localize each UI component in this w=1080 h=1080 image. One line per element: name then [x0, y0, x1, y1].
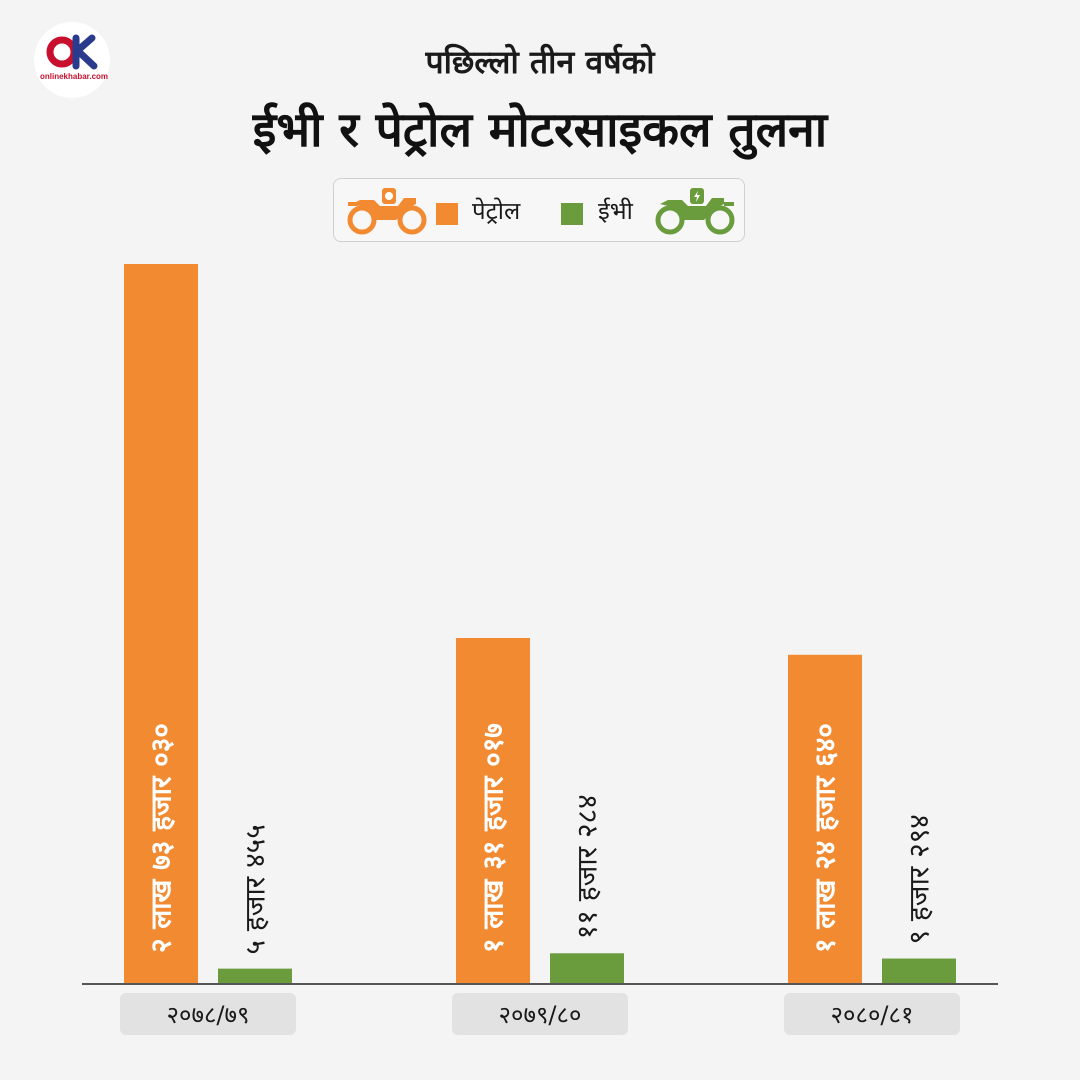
- legend-label-ev: ईभी: [598, 197, 633, 225]
- x-tick-label-3: २०८०/८१: [831, 1001, 914, 1029]
- onlinekhabar-logo: onlinekhabar.com: [34, 22, 110, 98]
- ok-logo-icon: [46, 34, 98, 70]
- chart-title: ईभी र पेट्रोल मोटरसाइकल तुलना: [252, 102, 828, 158]
- petrol-motorcycle-icon: [347, 188, 427, 235]
- ev-data-label-1: ५ हजार ४५५: [239, 824, 272, 954]
- petrol-data-label-2: १ लाख ३१ हजार ०१७: [477, 723, 510, 953]
- legend-swatch-petrol: [436, 203, 458, 225]
- x-tick-label-2: २०७९/८०: [499, 1001, 582, 1029]
- petrol-bar-1: [124, 264, 198, 983]
- category-box-1: [120, 993, 296, 1035]
- petrol-data-label-3: १ लाख २४ हजार ६४०: [809, 723, 842, 953]
- ev-data-label-3: ९ हजार २९४: [903, 814, 936, 944]
- legend-label-petrol: पेट्रोल: [472, 197, 521, 225]
- legend-swatch-ev: [561, 203, 583, 225]
- logo-text: onlinekhabar.com: [40, 72, 109, 81]
- legend: पेट्रोल ईभी: [333, 178, 745, 242]
- ev-bar-2: [550, 953, 624, 983]
- x-tick-label-1: २०७८/७९: [167, 1001, 250, 1029]
- petrol-data-label-1: २ लाख ७३ हजार ०३०: [145, 723, 178, 953]
- chart-subtitle: पछिल्लो तीन वर्षको: [425, 43, 655, 81]
- ev-bar-1: [218, 968, 292, 983]
- ev-bar-3: [882, 958, 956, 983]
- petrol-bar-3: [788, 654, 862, 983]
- category-box-2: [452, 993, 628, 1035]
- ev-data-label-2: ११ हजार २८४: [571, 794, 604, 939]
- petrol-bar-2: [456, 637, 530, 983]
- ev-motorcycle-icon: [655, 188, 735, 235]
- category-box-3: [784, 993, 960, 1035]
